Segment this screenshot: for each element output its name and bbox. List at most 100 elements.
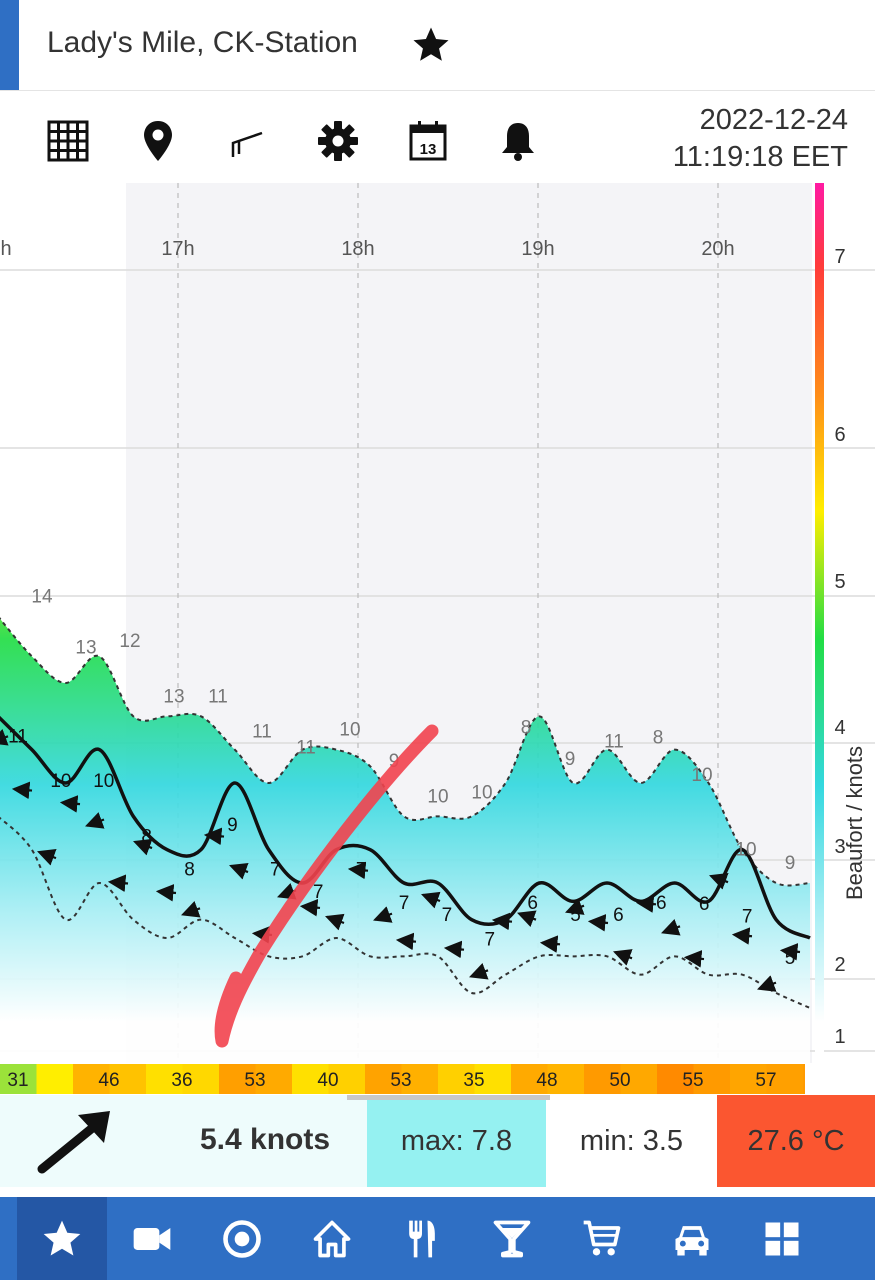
average-value-label: 7 — [399, 893, 410, 914]
average-value-label: 6 — [527, 893, 538, 914]
direction-arrow — [635, 895, 657, 913]
y-tick-labels: 1 2 3 4 5 6 7 — [834, 246, 845, 1048]
direction-arrow — [757, 975, 777, 992]
beaufort-color-scale — [815, 183, 824, 1063]
gust-value-label: 10 — [471, 782, 492, 803]
nav-spots[interactable] — [197, 1197, 287, 1280]
drag-handle[interactable] — [347, 1095, 550, 1100]
average-value-label: 10 — [93, 771, 114, 792]
direction-strip-label: 48 — [536, 1070, 557, 1091]
direction-strip-cell — [73, 1064, 110, 1094]
direction-strip-cell — [438, 1064, 475, 1094]
nav-more-apps[interactable] — [737, 1197, 827, 1280]
direction-arrow — [325, 913, 345, 931]
direction-strip-cell — [255, 1064, 292, 1094]
video-camera-icon — [133, 1227, 171, 1250]
direction-arrow — [203, 827, 225, 846]
average-line — [0, 715, 811, 940]
direction-arrow — [373, 906, 393, 923]
max-speed-text: max: 7.8 — [400, 1124, 513, 1157]
average-value-label: 7 — [270, 860, 281, 881]
gust-value-label: 9 — [565, 749, 576, 770]
nav-home[interactable] — [287, 1197, 377, 1280]
nav-webcams[interactable] — [107, 1197, 197, 1280]
line-layer — [0, 617, 811, 1009]
direction-strip-cell — [547, 1064, 584, 1094]
minimum-line — [0, 816, 811, 1009]
grid-icon[interactable] — [46, 119, 90, 163]
temperature-box: 27.6 °C — [717, 1095, 875, 1187]
average-value-label: 7 — [484, 930, 495, 951]
gust-value-label: 13 — [163, 686, 184, 707]
direction-arrow — [443, 940, 465, 959]
average-value-label: 7 — [356, 860, 367, 881]
nav-favorites[interactable] — [17, 1197, 107, 1280]
nav-transport[interactable] — [647, 1197, 737, 1280]
direction-strip-label: 35 — [463, 1070, 484, 1091]
direction-strip-cell — [219, 1064, 256, 1094]
average-value-label: 8 — [184, 860, 195, 881]
bottom-nav — [0, 1197, 875, 1280]
direction-arrow — [229, 862, 249, 880]
arrow-northeast-icon — [37, 1111, 110, 1174]
direction-strip-label: 36 — [171, 1070, 192, 1091]
gust-value-label: 13 — [75, 637, 96, 658]
direction-strip-cell — [766, 1064, 803, 1094]
direction-arrow — [731, 927, 753, 945]
gear-icon[interactable] — [316, 119, 360, 163]
y-tick-label: 3 — [834, 836, 845, 858]
direction-strip-cell — [146, 1064, 183, 1094]
min-speed-box: min: 3.5 — [546, 1095, 717, 1187]
title-bar: Lady's Mile, CK-Station — [0, 0, 875, 91]
direction-strip-cell — [292, 1064, 329, 1094]
restaurant-icon — [409, 1220, 435, 1257]
direction-strip-cell — [730, 1064, 767, 1094]
nav-bars[interactable] — [467, 1197, 557, 1280]
direction-arrow — [155, 884, 177, 902]
direction-arrow — [85, 812, 105, 829]
direction-arrow — [181, 900, 201, 918]
cocktail-icon — [493, 1220, 531, 1257]
average-value-label: 7 — [442, 905, 453, 926]
gust-value-label: 10 — [691, 765, 712, 786]
direction-strip-cell — [657, 1064, 694, 1094]
direction-arrow — [517, 910, 537, 928]
bell-icon[interactable] — [496, 119, 540, 163]
direction-strip-cell — [693, 1064, 730, 1094]
direction-arrow — [587, 914, 609, 932]
direction-strip-cell — [803, 1064, 805, 1094]
current-speed: 5.4 knots — [200, 1123, 331, 1156]
gust-value-label: 11 — [208, 686, 228, 707]
average-value-label: 8 — [141, 826, 152, 847]
average-value-label: 6 — [656, 893, 667, 914]
direction-strip-cell — [474, 1064, 511, 1094]
direction-arrow — [683, 950, 705, 968]
min-speed-text: min: 3.5 — [579, 1124, 684, 1157]
direction-strip-cell — [584, 1064, 621, 1094]
gust-value-label: 8 — [653, 728, 664, 749]
red-annotation-stroke — [214, 724, 439, 1048]
direction-strip-label: 55 — [682, 1070, 703, 1091]
favorite-star-icon[interactable] — [410, 24, 452, 66]
y-tick-label: 7 — [834, 246, 845, 268]
wind-chart[interactable]: 14 13 12 13 11 11 11 10 9 10 10 8 9 11 8 10 10 9 11 10 10 8 8 9… — [0, 183, 875, 1095]
wind-flag-icon[interactable] — [226, 119, 270, 163]
nav-restaurants[interactable] — [377, 1197, 467, 1280]
direction-strip-label: 50 — [609, 1070, 630, 1091]
average-value-label: 11 — [8, 726, 28, 747]
x-tick-label: 19h — [521, 238, 554, 260]
nav-shopping[interactable] — [557, 1197, 647, 1280]
direction-strip-cell — [401, 1064, 438, 1094]
direction-arrow — [395, 932, 417, 951]
direction-arrow — [709, 873, 729, 890]
direction-arrow — [0, 728, 9, 746]
gust-value-label: 12 — [119, 631, 140, 652]
y-tick-label: 6 — [834, 424, 845, 446]
x-tick-label: 18h — [341, 238, 374, 260]
date-text: 2022-12-24 — [699, 104, 848, 136]
calendar-icon[interactable]: 13 — [406, 119, 450, 163]
y-tick-label: 2 — [834, 954, 845, 976]
average-value-label: 6 — [699, 894, 710, 915]
location-pin-icon[interactable] — [136, 119, 180, 163]
direction-strip-cell — [109, 1064, 146, 1094]
